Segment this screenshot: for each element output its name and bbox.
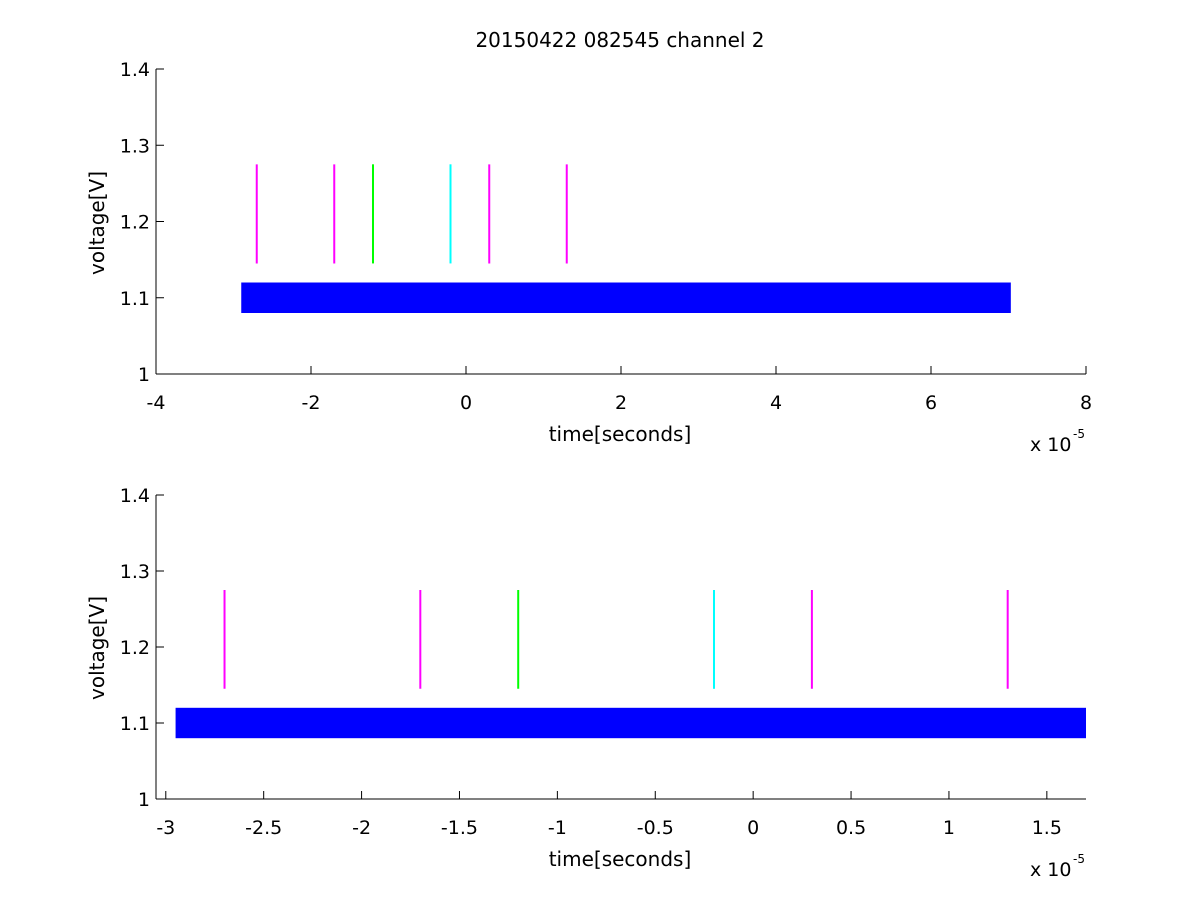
top-x-multiplier: x 10 -5 xyxy=(1030,427,1085,456)
top-x-tick-label: -2 xyxy=(302,392,321,414)
figure-title: 20150422 082545 channel 2 xyxy=(475,28,764,52)
bottom-y-tick-label: 1.1 xyxy=(120,713,150,735)
bottom-y-tick-label: 1 xyxy=(138,789,150,811)
top-y-axis-label: voltage[V] xyxy=(85,171,109,275)
bottom-x-tick-label: -1.5 xyxy=(441,817,478,839)
top-y-tick-label: 1.2 xyxy=(120,212,150,234)
top-x-multiplier-exponent: -5 xyxy=(1073,427,1085,441)
top-y-tick-label: 1.4 xyxy=(120,59,150,81)
bottom-x-tick-label: -0.5 xyxy=(637,817,674,839)
top-y-tick-label: 1.1 xyxy=(120,288,150,310)
top-x-tick-label: 0 xyxy=(460,392,472,414)
bottom-signal-trace xyxy=(175,707,1086,739)
bottom-x-multiplier: x 10 -5 xyxy=(1030,852,1085,881)
bottom-x-tick-label: 1.5 xyxy=(1032,817,1062,839)
bottom-x-axis-label: time[seconds] xyxy=(549,847,692,871)
bottom-axes: -3 -2.5 -2 -1.5 -1 -0.5 0 0.5 1 1.5 1 1.1 1.2 1.3 1.4 xyxy=(120,485,1086,839)
top-subplot: -4 -2 0 2 4 6 8 1 1.1 1.2 1.3 1.4 time[seconds] vol… xyxy=(85,59,1092,456)
top-x-multiplier-base: x 10 xyxy=(1030,434,1071,456)
bottom-x-tick-label: -1 xyxy=(548,817,567,839)
bottom-y-tick-label: 1.4 xyxy=(120,485,150,507)
bottom-x-tick-label: 1 xyxy=(943,817,955,839)
bottom-y-tick-label: 1.2 xyxy=(120,637,150,659)
top-x-tick-label: -4 xyxy=(147,392,166,414)
bottom-x-multiplier-base: x 10 xyxy=(1030,859,1071,881)
top-x-tick-label: 2 xyxy=(615,392,627,414)
top-signal-band xyxy=(241,282,1011,313)
top-signal-trace xyxy=(241,282,1011,313)
bottom-x-tick-label: 0.5 xyxy=(836,817,866,839)
top-x-tick-label: 8 xyxy=(1080,392,1092,414)
bottom-x-multiplier-exponent: -5 xyxy=(1073,852,1085,866)
bottom-x-tick-label: -3 xyxy=(156,817,175,839)
top-y-tick-label: 1.3 xyxy=(120,135,150,157)
top-axes: -4 -2 0 2 4 6 8 1 1.1 1.2 1.3 1.4 xyxy=(120,59,1092,414)
bottom-event-markers xyxy=(223,590,1009,689)
bottom-x-tick-label: 0 xyxy=(747,817,759,839)
bottom-x-tick-label: -2 xyxy=(352,817,371,839)
bottom-x-tick-label: -2.5 xyxy=(245,817,282,839)
top-x-tick-label: 4 xyxy=(770,392,782,414)
bottom-signal-band xyxy=(175,707,1086,739)
bottom-y-tick-label: 1.3 xyxy=(120,561,150,583)
top-x-axis-label: time[seconds] xyxy=(549,422,692,446)
bottom-subplot: -3 -2.5 -2 -1.5 -1 -0.5 0 0.5 1 1.511.11.21.31.4 … xyxy=(85,485,1086,881)
bottom-y-axis-label: voltage[V] xyxy=(85,596,109,700)
top-y-tick-label: 1 xyxy=(138,364,150,386)
top-x-tick-label: 6 xyxy=(925,392,937,414)
top-event-markers xyxy=(255,164,568,264)
